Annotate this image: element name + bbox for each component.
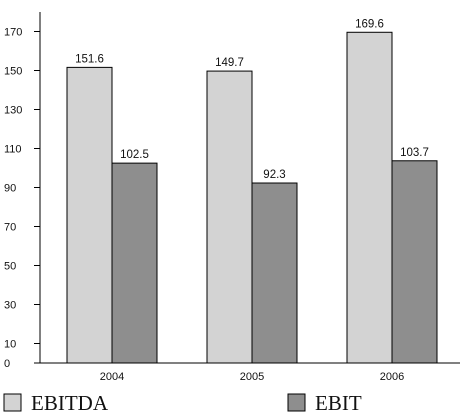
legend: EBITDA EBIT <box>3 391 362 415</box>
data-labels: 151.6 102.5 149.7 92.3 169.6 103.7 <box>75 18 429 181</box>
legend-label-ebit: EBIT <box>315 391 362 415</box>
x-tick-label-2006: 2006 <box>380 371 404 383</box>
bar-ebit-2004 <box>111 162 158 364</box>
data-label-ebitda-2005: 149.7 <box>215 57 244 69</box>
bars <box>66 31 438 364</box>
y-tick-label: 110 <box>4 144 22 156</box>
y-tick-label: 150 <box>4 66 22 78</box>
data-label-ebitda-2004: 151.6 <box>75 53 104 65</box>
bar-ebitda-2004 <box>66 66 113 364</box>
data-label-ebit-2005: 92.3 <box>263 169 285 181</box>
y-tick-label: 50 <box>4 261 16 273</box>
y-tick-label: 10 <box>4 339 16 351</box>
x-tick-label-2004: 2004 <box>100 371 124 383</box>
legend-swatch-ebit <box>287 393 306 412</box>
data-label-ebit-2004: 102.5 <box>120 149 149 161</box>
y-tick-label: 30 <box>4 300 16 312</box>
y-axis: 0 10 30 50 70 90 110 130 150 170 <box>4 12 41 370</box>
bar-ebit-2006 <box>391 160 438 364</box>
x-tick-label-2005: 2005 <box>240 371 264 383</box>
y-tick-label: 170 <box>4 27 22 39</box>
legend-label-ebitda: EBITDA <box>31 391 109 415</box>
y-tick-label: 90 <box>4 183 16 195</box>
legend-swatch-ebitda <box>3 393 22 412</box>
y-tick-label: 0 <box>4 358 10 370</box>
bar-ebitda-2006 <box>346 31 393 364</box>
y-tick-label: 70 <box>4 222 16 234</box>
x-axis: 2004 2005 2006 <box>40 362 460 383</box>
data-label-ebitda-2006: 169.6 <box>355 18 384 30</box>
bar-ebitda-2005 <box>206 70 253 364</box>
data-label-ebit-2006: 103.7 <box>400 147 429 159</box>
y-tick-label: 130 <box>4 105 22 117</box>
bar-ebit-2005 <box>251 182 298 364</box>
